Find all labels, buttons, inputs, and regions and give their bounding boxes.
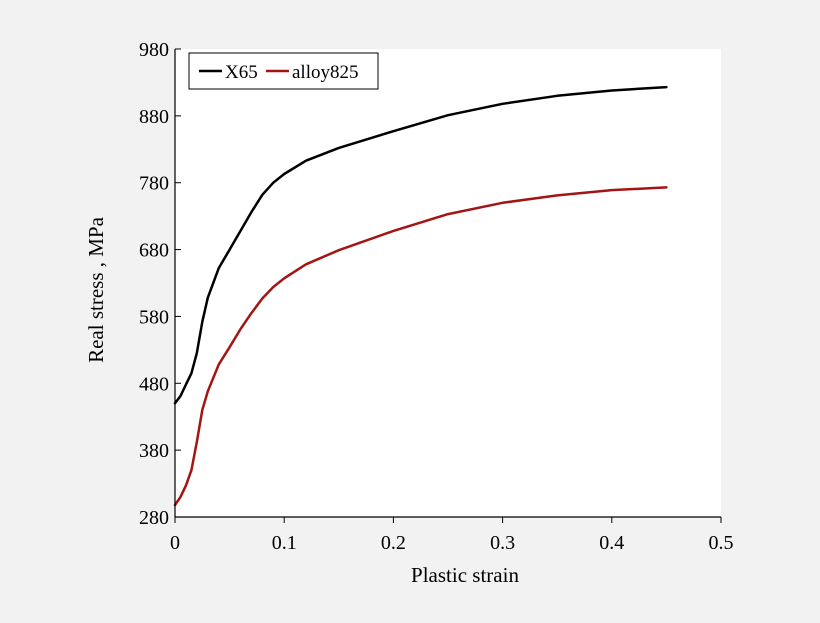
- y-tick-label: 380: [139, 440, 169, 462]
- x-tick-label: 0.1: [272, 532, 297, 554]
- x-tick-label: 0.3: [490, 532, 515, 554]
- series-layer: [173, 85, 668, 507]
- x-tick-label: 0.2: [381, 532, 406, 554]
- y-tick-label: 980: [139, 39, 169, 61]
- x-tick-label: 0.5: [709, 532, 734, 554]
- y-tick-label: 780: [139, 173, 169, 195]
- y-tick-label: 280: [139, 507, 169, 529]
- ticks-layer: 280 380 480 580 680 780 880 980 0 0.1 0.2 0.3 0.4 0.5: [139, 39, 734, 554]
- x-tick-label: 0.4: [599, 532, 624, 554]
- y-axis-title: Real stress , MPa: [84, 216, 108, 363]
- x-axis-title: Plastic strain: [411, 563, 519, 587]
- y-tick-label: 880: [139, 106, 169, 128]
- plot-area: [175, 49, 721, 517]
- legend-label-alloy825: alloy825: [292, 62, 359, 83]
- legend: X65 alloy825: [188, 52, 379, 90]
- y-tick-label: 680: [139, 240, 169, 262]
- series-line-alloy825: [173, 186, 668, 507]
- x-tick-label: 0: [170, 532, 180, 554]
- legend-label-x65: X65: [225, 62, 258, 83]
- series-line-x65: [173, 85, 668, 405]
- y-tick-label: 480: [139, 373, 169, 395]
- y-tick-label: 580: [139, 306, 169, 328]
